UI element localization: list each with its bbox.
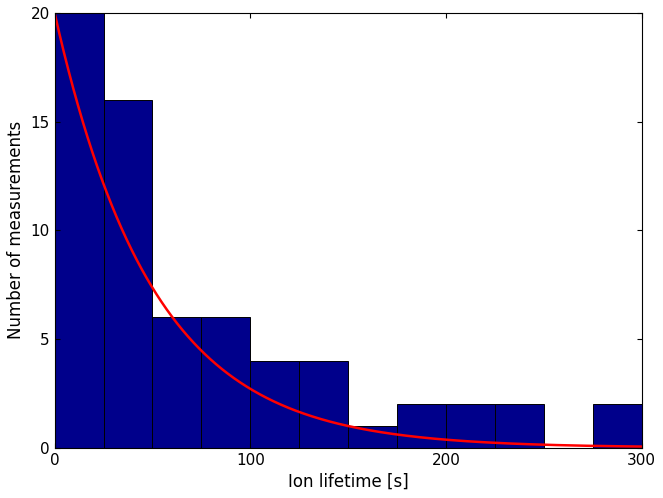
Bar	[593, 404, 642, 448]
Bar	[495, 404, 544, 448]
Bar	[103, 100, 152, 448]
Bar	[54, 13, 103, 448]
Bar	[446, 404, 495, 448]
X-axis label: Ion lifetime [s]: Ion lifetime [s]	[288, 473, 408, 491]
Bar	[299, 361, 348, 448]
Bar	[152, 317, 202, 448]
Y-axis label: Number of measurements: Number of measurements	[7, 121, 25, 340]
Bar	[397, 404, 446, 448]
Bar	[348, 426, 397, 448]
Bar	[250, 361, 299, 448]
Bar	[202, 317, 250, 448]
